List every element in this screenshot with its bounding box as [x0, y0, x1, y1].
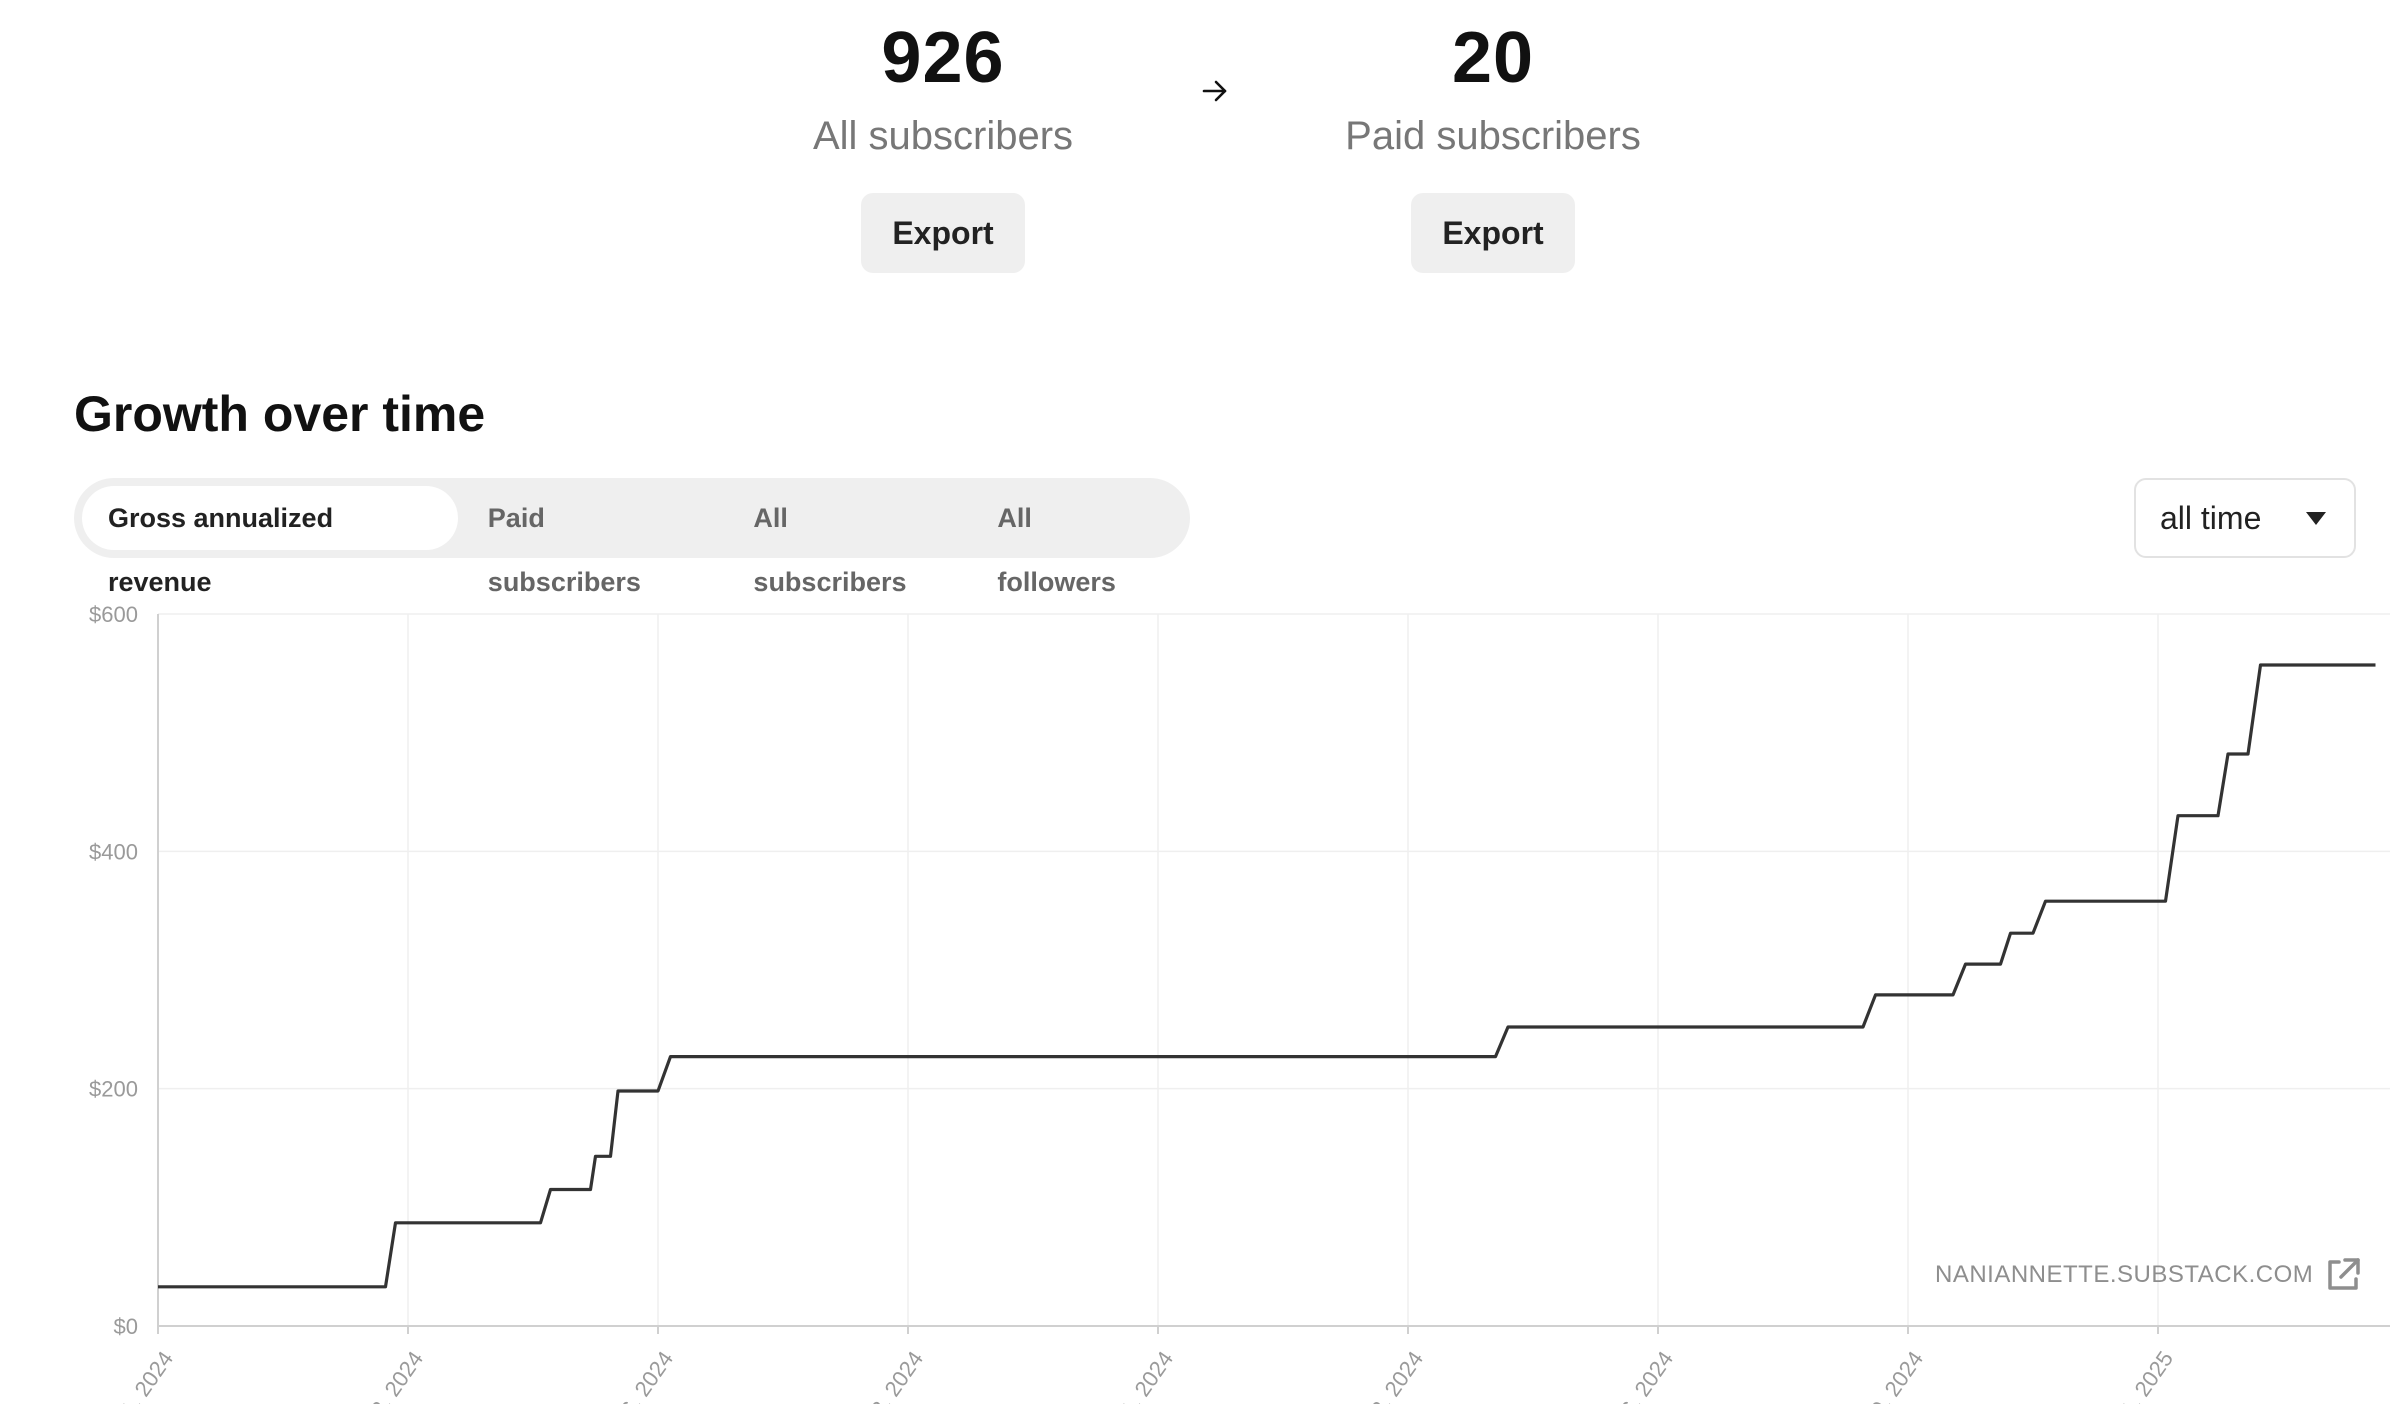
- all-subscribers-label: All subscribers: [812, 114, 1074, 158]
- metric-tabs: Gross annualized revenue Paid subscriber…: [74, 478, 1190, 597]
- export-paid-subscribers-button[interactable]: Export: [1411, 193, 1575, 273]
- x-axis-ticks: 11, 2024 03, 2024 26, 2024 18, 2024 11, 2024…: [109, 1347, 2178, 1404]
- x-tick-label: 19, 2024: [1858, 1347, 1928, 1404]
- chart-lines: [158, 663, 2376, 1289]
- y-tick-label: $0: [114, 1314, 138, 1339]
- all-subscribers-stat: 926 All subscribers Export: [733, 0, 1153, 273]
- revenue-series-line: [158, 663, 2376, 1289]
- growth-title: Growth over time: [74, 386, 486, 442]
- x-tick-label: 18, 2024: [858, 1347, 928, 1404]
- watermark-text: NANIANNETTE.SUBSTACK.COM: [1935, 1261, 2314, 1288]
- arrow-right-icon: [1202, 80, 1227, 102]
- revenue-chart: $0$200$400$600 11, 2024 03, 2024 26, 2024 1…: [89, 602, 2390, 1404]
- tab-all-subscribers[interactable]: All subscribers: [753, 503, 907, 597]
- paid-subscribers-count: 20: [1451, 18, 1535, 98]
- x-tick-label: 11, 2025: [2109, 1347, 2178, 1404]
- time-range-value: all time: [2160, 499, 2262, 536]
- y-tick-label: $400: [89, 839, 138, 864]
- x-tick-label: 11, 2024: [109, 1347, 178, 1404]
- tab-paid-subscribers[interactable]: Paid subscribers: [487, 503, 641, 597]
- paid-subscribers-label: Paid subscribers: [1345, 114, 1641, 158]
- watermark[interactable]: NANIANNETTE.SUBSTACK.COM: [1935, 1255, 2363, 1295]
- caret-down-icon: [2306, 512, 2326, 525]
- x-tick-label: 26, 2024: [1608, 1347, 1678, 1404]
- tab-gross-annualized-revenue[interactable]: Gross annualized revenue: [82, 486, 458, 597]
- external-link-icon: [2328, 1258, 2361, 1290]
- x-tick-label: 26, 2024: [608, 1347, 678, 1404]
- time-range-select[interactable]: all time: [2134, 478, 2356, 558]
- chart-grid: [158, 613, 2390, 1327]
- y-tick-label: $600: [89, 602, 138, 627]
- all-subscribers-count: 926: [881, 18, 1005, 98]
- x-tick-label: 11, 2024: [1109, 1347, 1178, 1404]
- y-axis-ticks: $0 $200 $400 $600: [89, 602, 138, 1339]
- export-all-subscribers-button[interactable]: Export: [861, 193, 1025, 273]
- x-tick-label: 03, 2024: [358, 1347, 428, 1404]
- tab-all-followers[interactable]: All followers: [997, 503, 1116, 597]
- y-tick-label: $200: [89, 1077, 138, 1102]
- paid-subscribers-stat: 20 Paid subscribers Export: [1283, 0, 1703, 273]
- x-tick-label: 03, 2024: [1358, 1347, 1428, 1404]
- chart-axes: [157, 614, 2390, 1334]
